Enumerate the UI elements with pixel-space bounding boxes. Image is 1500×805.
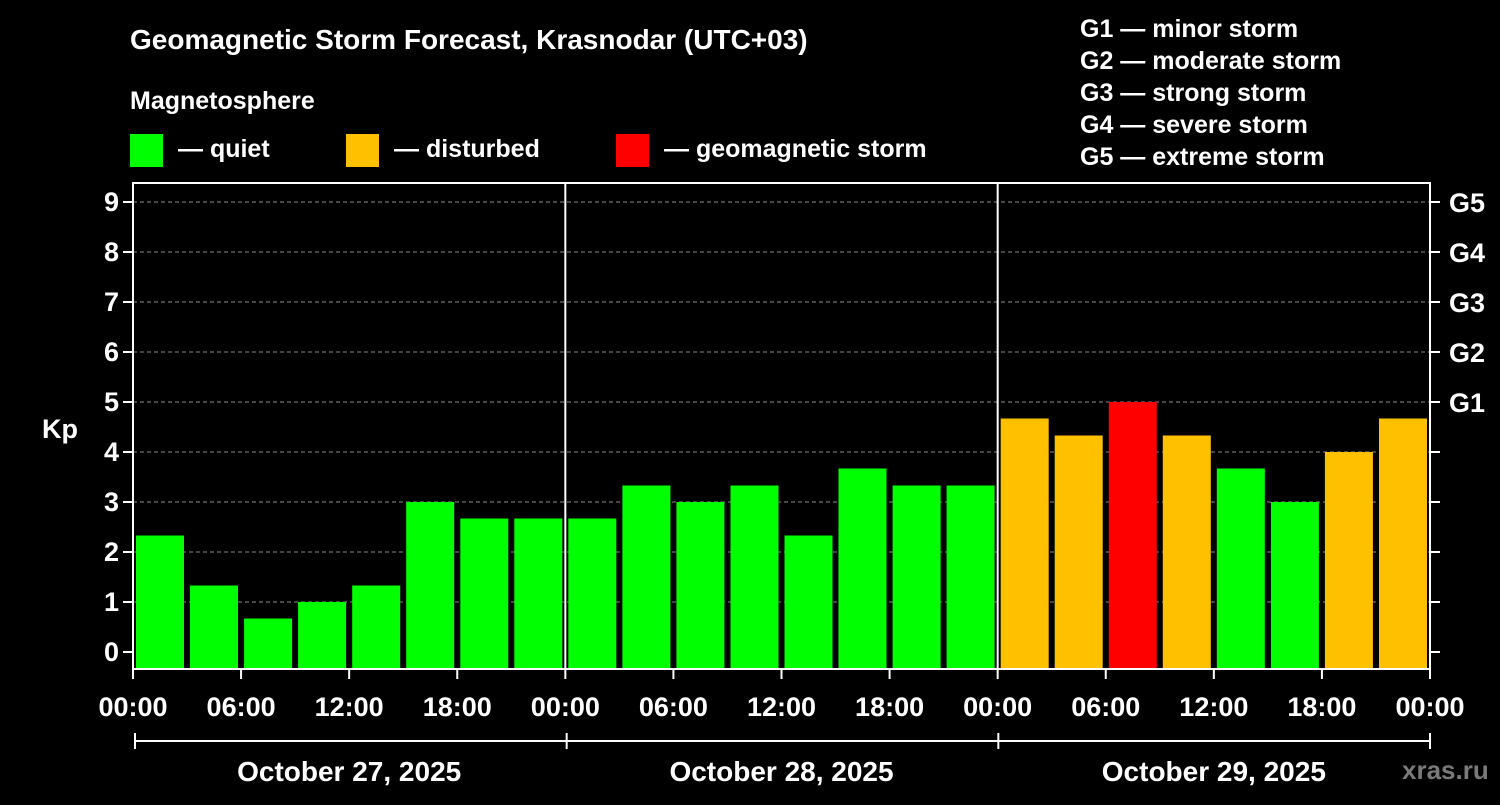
g-level-label: G2 — [1449, 338, 1485, 368]
legend-label-storm: — geomagnetic storm — [664, 135, 927, 163]
x-tick-label: 06:00 — [639, 692, 708, 722]
kp-bar — [1324, 452, 1373, 669]
legend-swatch-storm — [616, 134, 649, 167]
kp-bar — [190, 585, 238, 669]
legend: — quiet — disturbed — geomagnetic storm — [130, 134, 927, 167]
kp-bar — [298, 602, 347, 669]
kp-bar — [730, 485, 779, 669]
x-axis: 00:00 06:00 12:00 18:00 00:00 06:00 12:00 18:00… — [98, 669, 1465, 722]
g-scale-legend: G1 — minor storm G2 — moderate storm G3 … — [1080, 15, 1341, 171]
gridlines — [133, 201, 1430, 603]
kp-bar — [676, 502, 725, 669]
kp-bar — [1379, 418, 1427, 669]
kp-bar — [838, 468, 887, 669]
kp-bar — [1270, 502, 1319, 669]
chart-subtitle: Magnetosphere — [130, 87, 315, 115]
kp-bar — [946, 485, 995, 669]
y-tick-label: 6 — [104, 337, 119, 367]
kp-bar — [1108, 402, 1157, 669]
g-scale-item-g2: G2 — moderate storm — [1080, 47, 1341, 75]
bars — [136, 402, 1427, 669]
x-tick-label: 00:00 — [1395, 692, 1464, 722]
x-tick-label: 12:00 — [315, 692, 384, 722]
g-scale-item-g4: G4 — severe storm — [1080, 111, 1308, 139]
y-axis-right: G1 G2 G3 G4 G5 — [1430, 188, 1485, 653]
g-level-label: G5 — [1449, 188, 1485, 218]
kp-bar — [1000, 418, 1049, 669]
watermark: xras.ru — [1402, 755, 1489, 785]
g-scale-item-g1: G1 — minor storm — [1080, 15, 1298, 43]
kp-bar — [136, 535, 184, 669]
y-tick-label: 2 — [104, 537, 119, 567]
x-tick-label: 12:00 — [747, 692, 816, 722]
x-tick-label: 00:00 — [531, 692, 600, 722]
kp-bar — [352, 585, 401, 669]
y-tick-label: 0 — [104, 637, 119, 667]
kp-bar — [406, 502, 455, 669]
kp-bar — [244, 618, 293, 669]
y-tick-label: 3 — [104, 487, 119, 517]
kp-bar — [568, 518, 617, 669]
legend-label-disturbed: — disturbed — [394, 135, 540, 163]
g-level-label: G1 — [1449, 388, 1485, 418]
day-label: October 28, 2025 — [669, 756, 893, 787]
chart-title: Geomagnetic Storm Forecast, Krasnodar (U… — [130, 24, 808, 55]
x-tick-label: 12:00 — [1179, 692, 1248, 722]
kp-bar — [784, 535, 833, 669]
kp-bar — [622, 485, 671, 669]
x-tick-label: 18:00 — [423, 692, 492, 722]
g-level-label: G4 — [1449, 238, 1485, 268]
kp-bar — [514, 518, 563, 669]
y-tick-label: 9 — [104, 187, 119, 217]
day-label: October 29, 2025 — [1102, 756, 1326, 787]
x-tick-label: 18:00 — [1287, 692, 1356, 722]
kp-bar — [1216, 468, 1265, 669]
x-tick-label: 18:00 — [855, 692, 924, 722]
x-tick-label: 00:00 — [963, 692, 1032, 722]
g-level-label: G3 — [1449, 288, 1485, 318]
kp-bar — [460, 518, 509, 669]
y-tick-label: 8 — [104, 237, 119, 267]
day-axis: October 27, 2025 October 28, 2025 October … — [134, 733, 1431, 787]
kp-bar — [1054, 435, 1103, 669]
day-label: October 27, 2025 — [237, 756, 461, 787]
x-tick-label: 06:00 — [1071, 692, 1140, 722]
kp-bar — [1162, 435, 1211, 669]
y-axis-label: Kp — [42, 414, 78, 444]
g-scale-item-g3: G3 — strong storm — [1080, 79, 1306, 107]
kp-bar — [892, 485, 941, 669]
x-tick-label: 00:00 — [98, 692, 167, 722]
y-axis-left: 0 1 2 3 4 5 6 7 8 9 — [104, 187, 133, 667]
y-tick-label: 5 — [104, 387, 119, 417]
x-tick-label: 06:00 — [207, 692, 276, 722]
legend-label-quiet: — quiet — [178, 135, 270, 163]
y-tick-label: 7 — [104, 287, 119, 317]
y-tick-label: 4 — [104, 437, 119, 467]
legend-swatch-disturbed — [346, 134, 379, 167]
legend-swatch-quiet — [130, 134, 163, 167]
y-tick-label: 1 — [104, 587, 119, 617]
g-scale-item-g5: G5 — extreme storm — [1080, 143, 1325, 171]
